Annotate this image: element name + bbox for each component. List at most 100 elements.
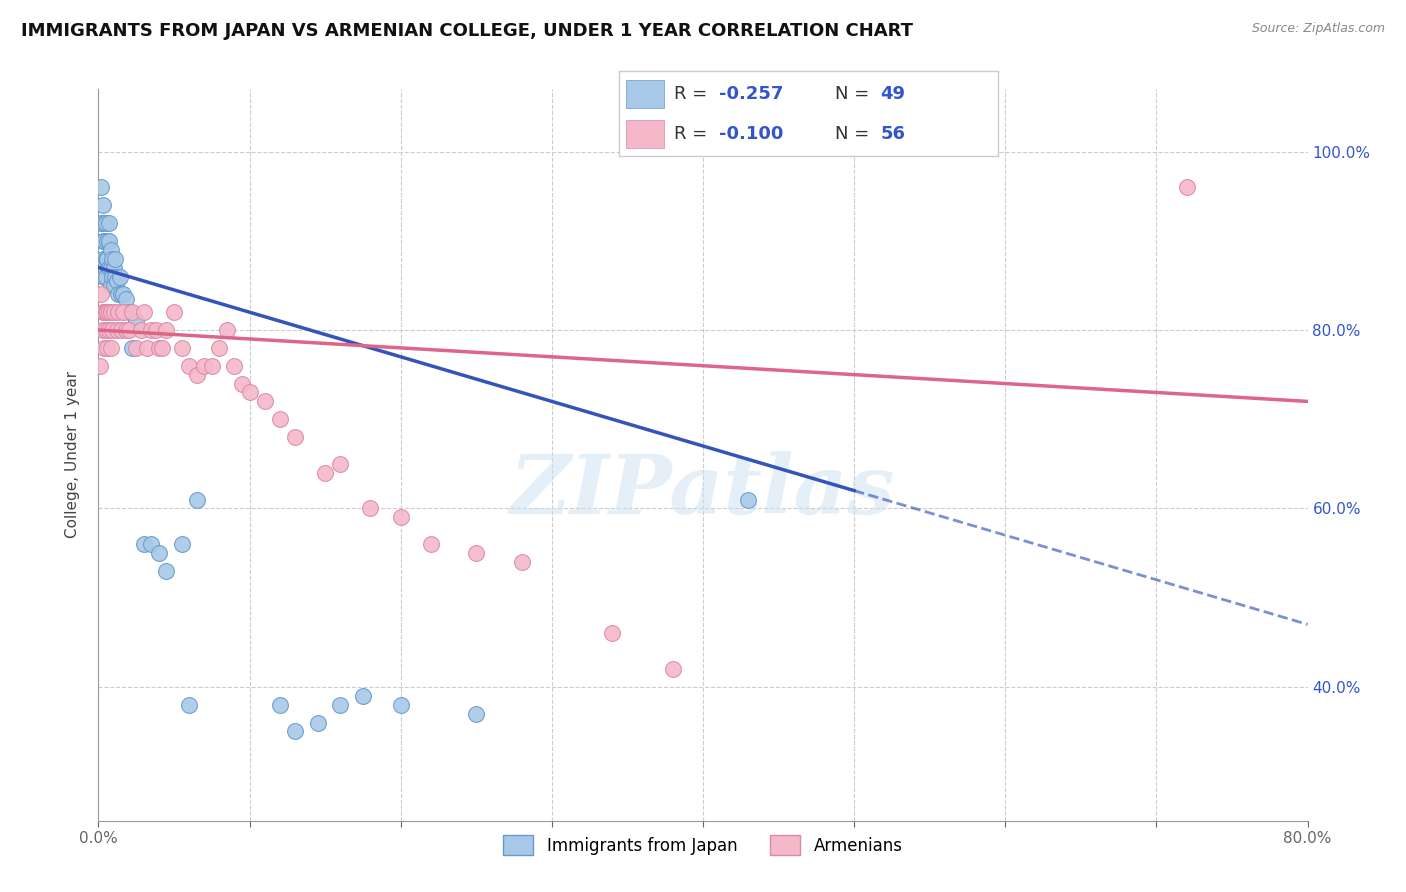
Point xyxy=(239,385,262,400)
Point xyxy=(224,359,246,373)
Point xyxy=(150,341,173,355)
Point xyxy=(352,689,374,703)
Point xyxy=(103,278,125,293)
Point xyxy=(132,537,155,551)
Point xyxy=(118,323,141,337)
Point xyxy=(96,341,118,355)
Point xyxy=(661,662,683,676)
Point xyxy=(465,706,488,721)
Text: R =: R = xyxy=(673,85,713,103)
Text: 49: 49 xyxy=(880,85,905,103)
Text: IMMIGRANTS FROM JAPAN VS ARMENIAN COLLEGE, UNDER 1 YEAR CORRELATION CHART: IMMIGRANTS FROM JAPAN VS ARMENIAN COLLEG… xyxy=(21,22,912,40)
Point xyxy=(1175,180,1198,194)
Point xyxy=(100,260,122,275)
Point xyxy=(96,234,118,248)
Point xyxy=(90,180,112,194)
Point xyxy=(121,341,143,355)
Point xyxy=(98,234,121,248)
Point xyxy=(284,430,307,444)
Point xyxy=(284,724,307,739)
Point xyxy=(129,323,152,337)
Point xyxy=(389,698,412,712)
Text: N =: N = xyxy=(835,85,875,103)
Point xyxy=(101,323,124,337)
Point xyxy=(104,252,127,266)
Point xyxy=(94,323,117,337)
Point xyxy=(90,216,112,230)
Point xyxy=(201,359,224,373)
Point xyxy=(389,510,412,524)
Legend: Immigrants from Japan, Armenians: Immigrants from Japan, Armenians xyxy=(495,827,911,863)
Point xyxy=(98,260,121,275)
Point xyxy=(329,698,352,712)
Point xyxy=(329,457,352,471)
Text: -0.257: -0.257 xyxy=(720,85,783,103)
Point xyxy=(186,368,208,382)
Point xyxy=(105,323,128,337)
Point xyxy=(94,269,117,284)
Point xyxy=(179,698,201,712)
Point xyxy=(253,394,276,409)
Point xyxy=(108,269,131,284)
Point xyxy=(141,323,163,337)
Point xyxy=(465,546,488,560)
Text: ZIPatlas: ZIPatlas xyxy=(510,451,896,532)
Point xyxy=(107,305,129,319)
Point xyxy=(98,216,121,230)
Point xyxy=(170,341,193,355)
Point xyxy=(98,305,121,319)
Point xyxy=(269,698,291,712)
Point xyxy=(314,466,336,480)
Point xyxy=(737,492,759,507)
FancyBboxPatch shape xyxy=(626,120,664,147)
Point xyxy=(93,341,115,355)
FancyBboxPatch shape xyxy=(626,80,664,108)
Point xyxy=(510,555,533,569)
Point xyxy=(91,305,114,319)
Point xyxy=(91,198,114,212)
Point xyxy=(145,323,167,337)
Point xyxy=(114,323,136,337)
Point xyxy=(111,305,134,319)
Point xyxy=(125,341,148,355)
Text: N =: N = xyxy=(835,125,875,143)
Point xyxy=(91,252,114,266)
Point xyxy=(125,314,148,328)
Point xyxy=(148,546,170,560)
Point xyxy=(103,260,125,275)
Point xyxy=(148,341,170,355)
Point xyxy=(186,492,208,507)
Point xyxy=(121,305,143,319)
Point xyxy=(135,341,157,355)
Point xyxy=(98,323,121,337)
Text: Source: ZipAtlas.com: Source: ZipAtlas.com xyxy=(1251,22,1385,36)
Point xyxy=(96,305,118,319)
Point xyxy=(110,323,132,337)
Point xyxy=(132,305,155,319)
Point xyxy=(93,269,115,284)
Point xyxy=(193,359,215,373)
Point xyxy=(179,359,201,373)
Point xyxy=(105,274,128,288)
Point xyxy=(155,323,177,337)
Point xyxy=(93,234,115,248)
Point xyxy=(111,287,134,301)
Text: -0.100: -0.100 xyxy=(720,125,783,143)
Point xyxy=(101,252,124,266)
Point xyxy=(94,305,117,319)
Point xyxy=(170,537,193,551)
Point xyxy=(602,626,624,640)
Point xyxy=(94,216,117,230)
Point xyxy=(107,287,129,301)
Point xyxy=(118,305,141,319)
Point xyxy=(101,269,124,284)
Point xyxy=(93,305,115,319)
Point xyxy=(100,278,122,293)
Y-axis label: College, Under 1 year: College, Under 1 year xyxy=(65,371,80,539)
Point xyxy=(420,537,443,551)
Point xyxy=(208,341,231,355)
Point xyxy=(100,243,122,257)
Point xyxy=(231,376,253,391)
Point xyxy=(91,323,114,337)
Text: R =: R = xyxy=(673,125,713,143)
